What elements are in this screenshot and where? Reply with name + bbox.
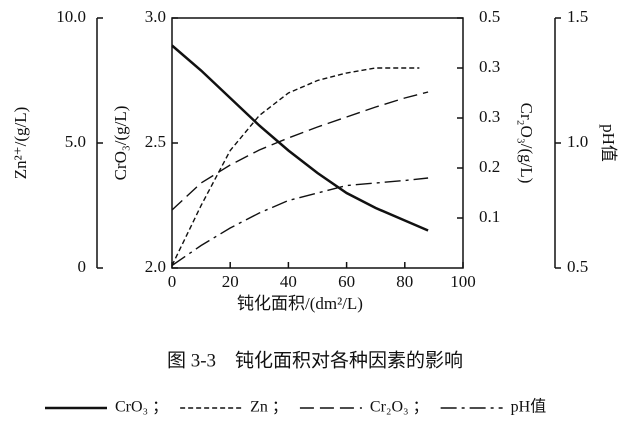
plot-frame xyxy=(171,17,464,269)
y2-tick-label: 0.3 xyxy=(479,107,500,126)
x-tick-label: 60 xyxy=(338,272,355,291)
x-tick-label: 0 xyxy=(168,272,177,291)
y3-tick-label: 10.0 xyxy=(56,7,86,26)
series-line xyxy=(171,67,420,266)
y4-tick-label: 1.0 xyxy=(567,132,588,151)
legend-label: Zn xyxy=(250,399,268,416)
series-line xyxy=(171,91,429,211)
y4-axis-label: pH值 xyxy=(599,124,618,162)
x-tick-label: 80 xyxy=(396,272,413,291)
x-axis-label: 钝化面积/(dm²/L) xyxy=(237,294,363,313)
y3-tick-label: 0 xyxy=(78,257,87,276)
legend-label: Cr₂O₃ xyxy=(370,399,409,416)
y-tick-label: 3.0 xyxy=(145,7,166,26)
y2-axis-label: Cr₂O₃/(g/L) xyxy=(517,103,536,184)
caption: 图 3-3 钝化面积对各种因素的影响 xyxy=(167,349,463,371)
legend-separator: ； xyxy=(413,399,429,416)
y2-tick-label: 0.5 xyxy=(479,7,500,26)
y4-tick-label: 1.5 xyxy=(567,7,588,26)
series-line xyxy=(171,177,429,267)
legend-separator: ； xyxy=(152,399,168,416)
x-tick-label: 40 xyxy=(280,272,297,291)
y-tick-label: 2.0 xyxy=(145,257,166,276)
y4-tick-label: 0.5 xyxy=(567,257,588,276)
legend-separator: ； xyxy=(272,399,288,416)
x-tick-label: 20 xyxy=(222,272,239,291)
y-tick-label: 2.5 xyxy=(145,132,166,151)
y-axis-label: CrO₃/(g/L) xyxy=(111,106,130,181)
series-line xyxy=(171,44,429,232)
legend-label: pH值 xyxy=(511,398,547,416)
legend-label: CrO₃ xyxy=(115,399,148,416)
y2-tick-label: 0.3 xyxy=(479,57,500,76)
y3-axis-label: Zn²⁺/(g/L) xyxy=(11,107,30,180)
x-tick-label: 100 xyxy=(450,272,476,291)
y3-tick-label: 5.0 xyxy=(65,132,86,151)
y2-tick-label: 0.1 xyxy=(479,207,500,226)
y2-tick-label: 0.2 xyxy=(479,157,500,176)
